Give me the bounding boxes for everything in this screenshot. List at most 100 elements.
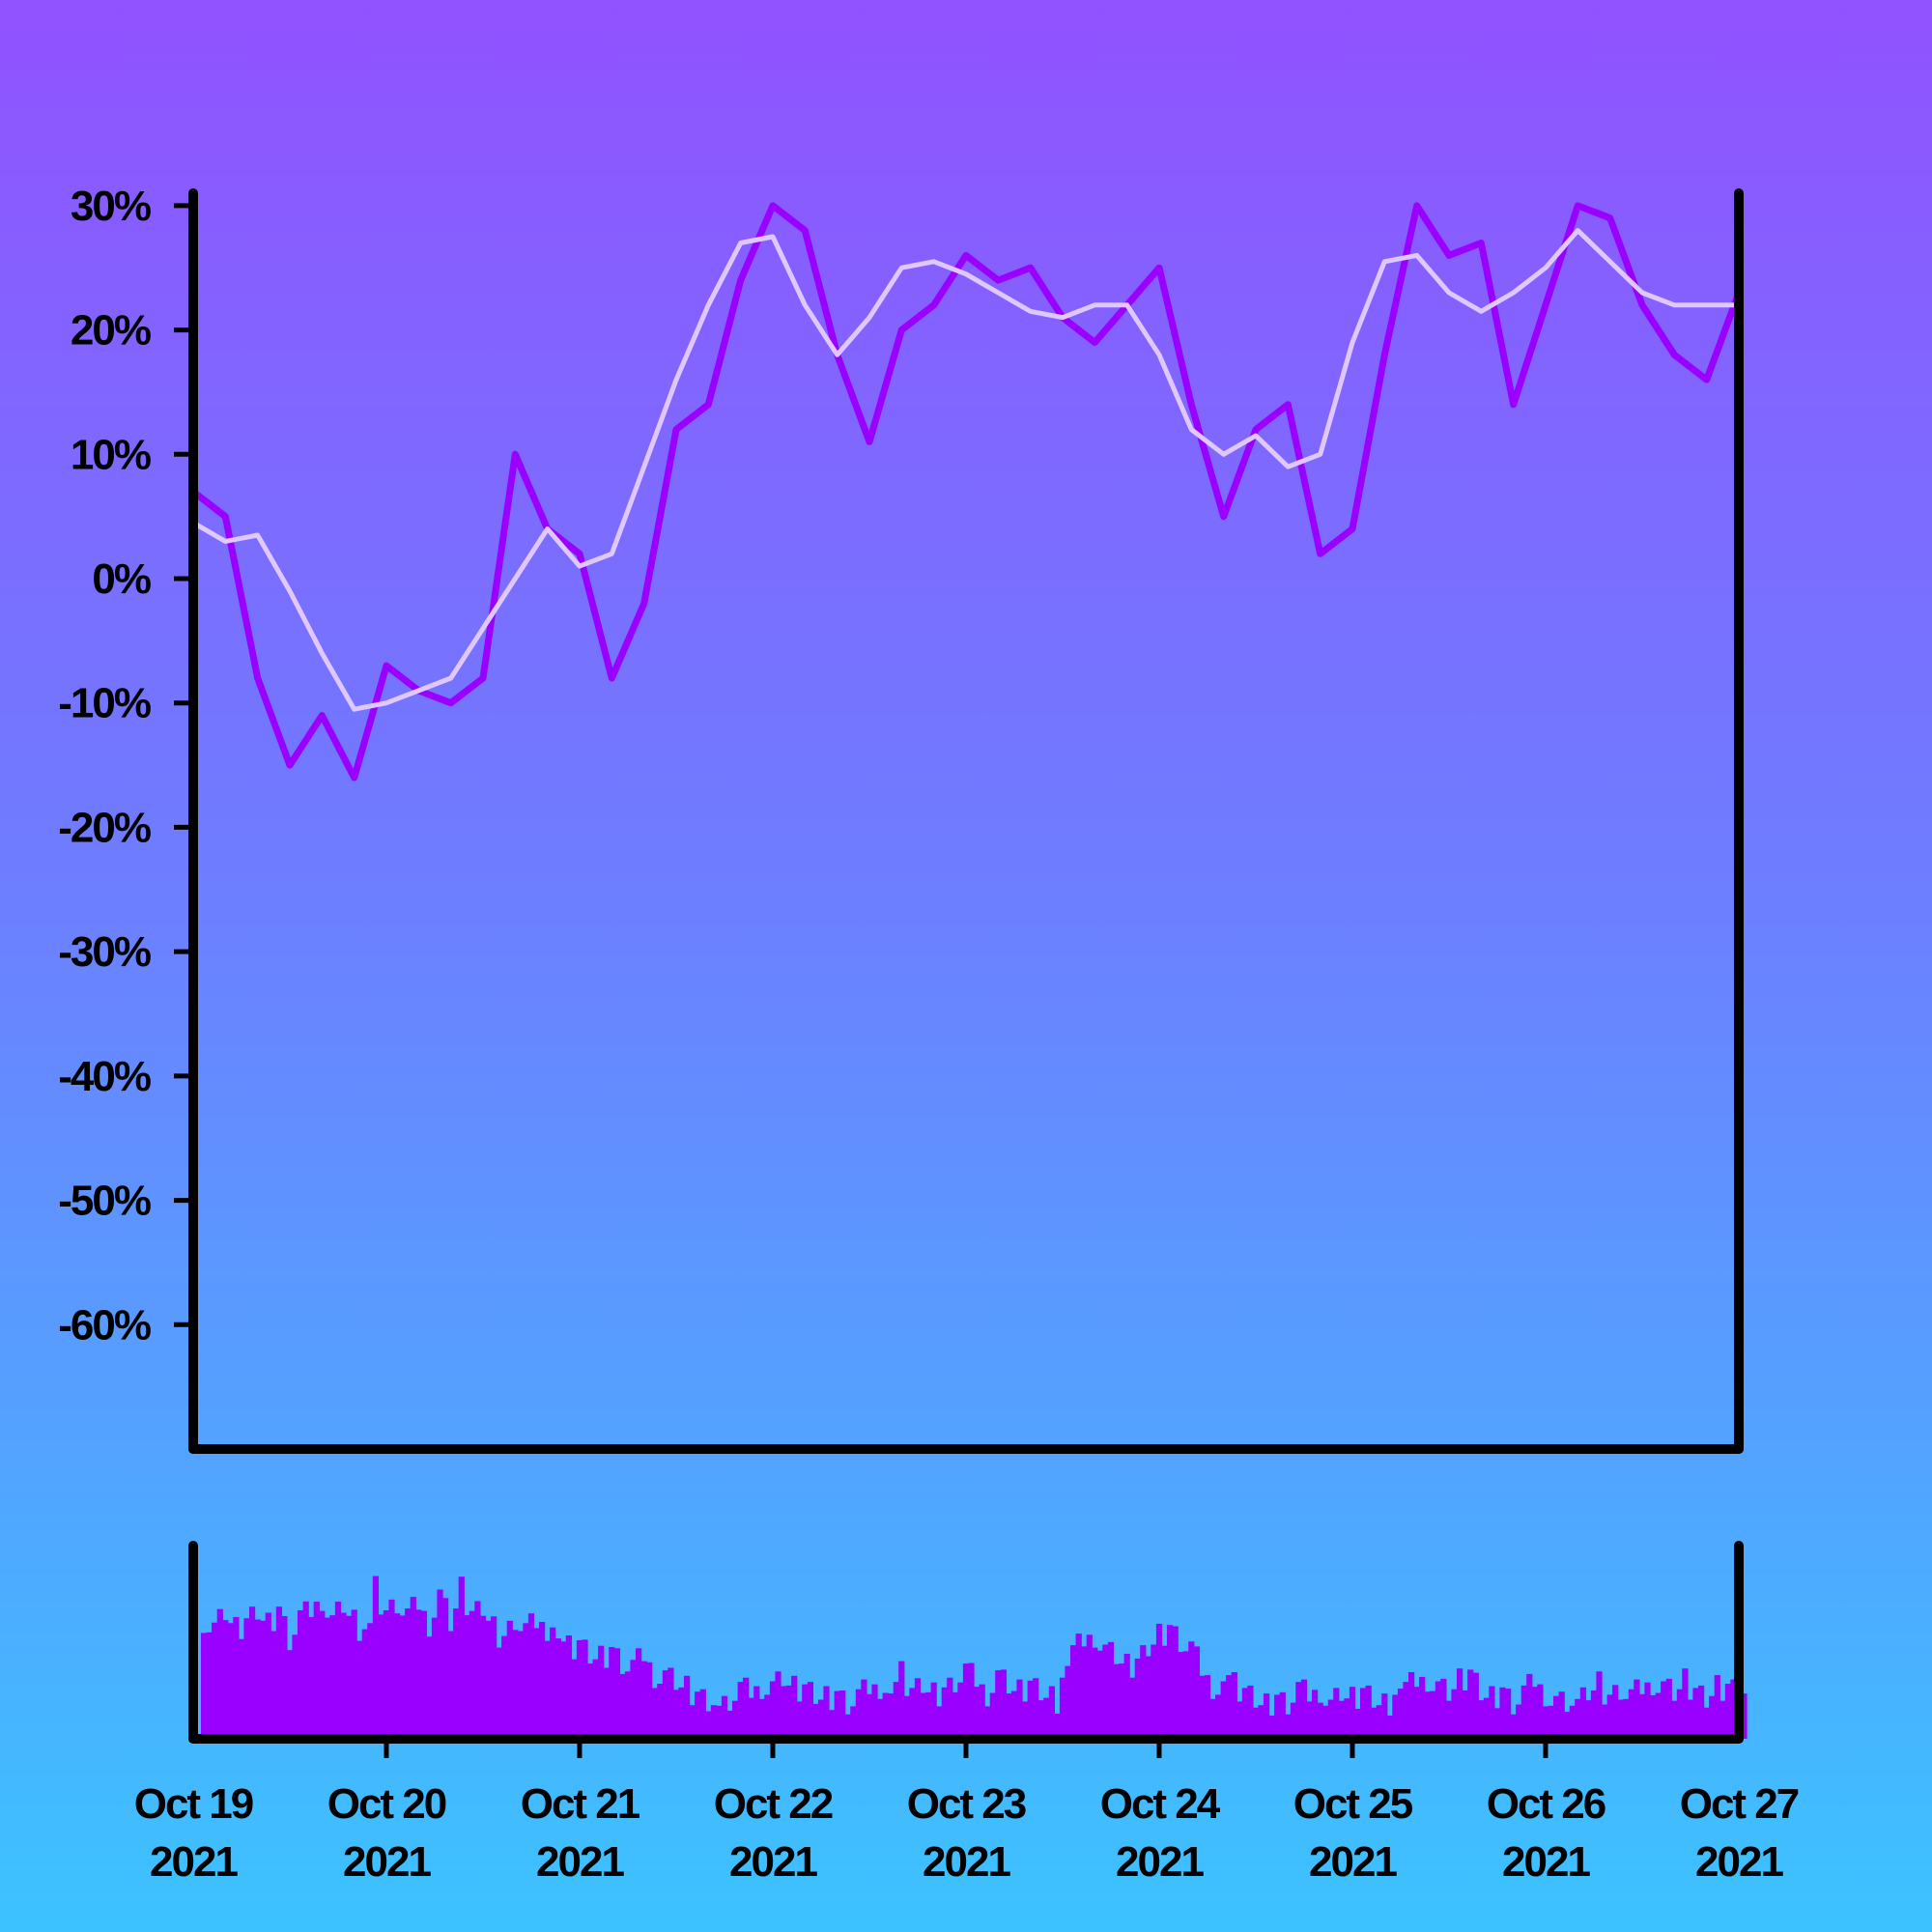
volume-bar [501,1635,508,1739]
volume-bar [592,1659,599,1739]
volume-bar [1199,1675,1206,1739]
volume-bar [447,1631,454,1739]
x-tick-label-date: Oct 22 [714,1780,833,1828]
volume-bar [587,1663,594,1739]
volume-bar [410,1597,416,1739]
volume-bar [1048,1686,1055,1739]
volume-bar [1129,1677,1136,1739]
volume-bar [1548,1705,1554,1739]
volume-bar [1719,1700,1726,1739]
volume-bar [426,1636,433,1739]
volume-bar [405,1608,412,1739]
volume-bar [1687,1699,1694,1739]
y-tick-label: -50% [58,1178,151,1225]
volume-bar [974,1687,980,1739]
volume-bar [1327,1699,1334,1739]
volume-bar [624,1671,632,1739]
volume-bar [544,1640,551,1739]
volume-bar [1655,1692,1662,1739]
volume-bar [705,1711,712,1739]
volume-bar [324,1617,330,1739]
volume-bar [313,1602,320,1739]
volume-bar [469,1610,475,1739]
volume-bar [785,1685,792,1739]
volume-bar [302,1601,309,1739]
volume-bar [1247,1685,1254,1739]
volume-bar [823,1686,830,1739]
volume-bar [903,1695,910,1739]
volume-bar [598,1645,605,1739]
x-tick-label-date: Oct 19 [134,1780,253,1828]
volume-bar [1086,1634,1093,1739]
volume-bar [1161,1645,1168,1739]
volume-bar [1457,1668,1463,1739]
volume-bar [1435,1681,1441,1739]
volume-bar [668,1667,674,1739]
volume-bar [1692,1688,1699,1739]
x-tick-label-date: Oct 24 [1100,1780,1221,1828]
volume-bar [855,1689,862,1739]
volume-bar [431,1617,439,1739]
volume-bar [576,1640,583,1739]
volume-bar [1043,1697,1050,1739]
volume-bar [533,1628,540,1739]
volume-bar [613,1648,620,1739]
volume-bar [1365,1685,1372,1739]
volume-bar [1220,1681,1227,1739]
volume-bar [1505,1689,1512,1739]
volume-bar [1408,1672,1415,1739]
volume-bar [286,1650,294,1739]
volume-bar [308,1617,315,1739]
volume-bar [554,1638,561,1739]
volume-bar [378,1614,384,1739]
volume-panel [188,1541,1747,1744]
volume-bar [1188,1641,1195,1739]
volume-bar [1676,1689,1683,1739]
volume-bar [254,1619,261,1739]
y-tick-label: 20% [71,307,151,355]
volume-bar [1403,1682,1409,1739]
volume-bar [216,1608,223,1739]
volume-bar [361,1629,368,1739]
volume-bar [920,1692,926,1739]
volume-bar [560,1641,567,1739]
volume-bar [1264,1693,1270,1739]
volume-bar [281,1616,288,1739]
volume-bar [1081,1646,1088,1739]
volume-bar [952,1691,958,1739]
volume-bar [442,1598,449,1739]
volume-bar [1606,1694,1613,1739]
price-series-group [189,202,1743,781]
volume-bar [491,1616,497,1739]
volume-bar [802,1684,809,1739]
price-axes [188,188,1744,1454]
volume-bar [817,1699,825,1739]
y-tick-label: 10% [71,431,151,478]
volume-bar [1451,1689,1458,1739]
volume-bar [1575,1698,1581,1739]
volume-bar [1590,1690,1598,1739]
volume-bar [329,1615,336,1739]
x-tick-label-year: 2021 [1309,1838,1397,1886]
volume-bar [957,1682,964,1739]
volume-bar [898,1661,905,1739]
volume-bar [812,1703,819,1739]
volume-bar [1258,1705,1264,1739]
volume-bar [539,1622,546,1739]
volume-bar [474,1601,481,1739]
y-tick-label: -30% [58,928,151,976]
volume-bar [726,1710,733,1739]
y-tick-label: -20% [58,804,151,851]
volume-bar [1059,1677,1066,1739]
x-tick-label-year: 2021 [150,1838,238,1886]
volume-bar [1628,1689,1634,1739]
volume-bar [319,1610,326,1739]
volume-bar [1397,1689,1405,1739]
x-tick-label-year: 2021 [1116,1838,1204,1886]
volume-bar [1226,1675,1233,1739]
x-tick-label-date: Oct 20 [327,1780,446,1828]
volume-bar [1569,1705,1576,1739]
volume-bar [292,1634,298,1739]
volume-bar [270,1631,277,1739]
